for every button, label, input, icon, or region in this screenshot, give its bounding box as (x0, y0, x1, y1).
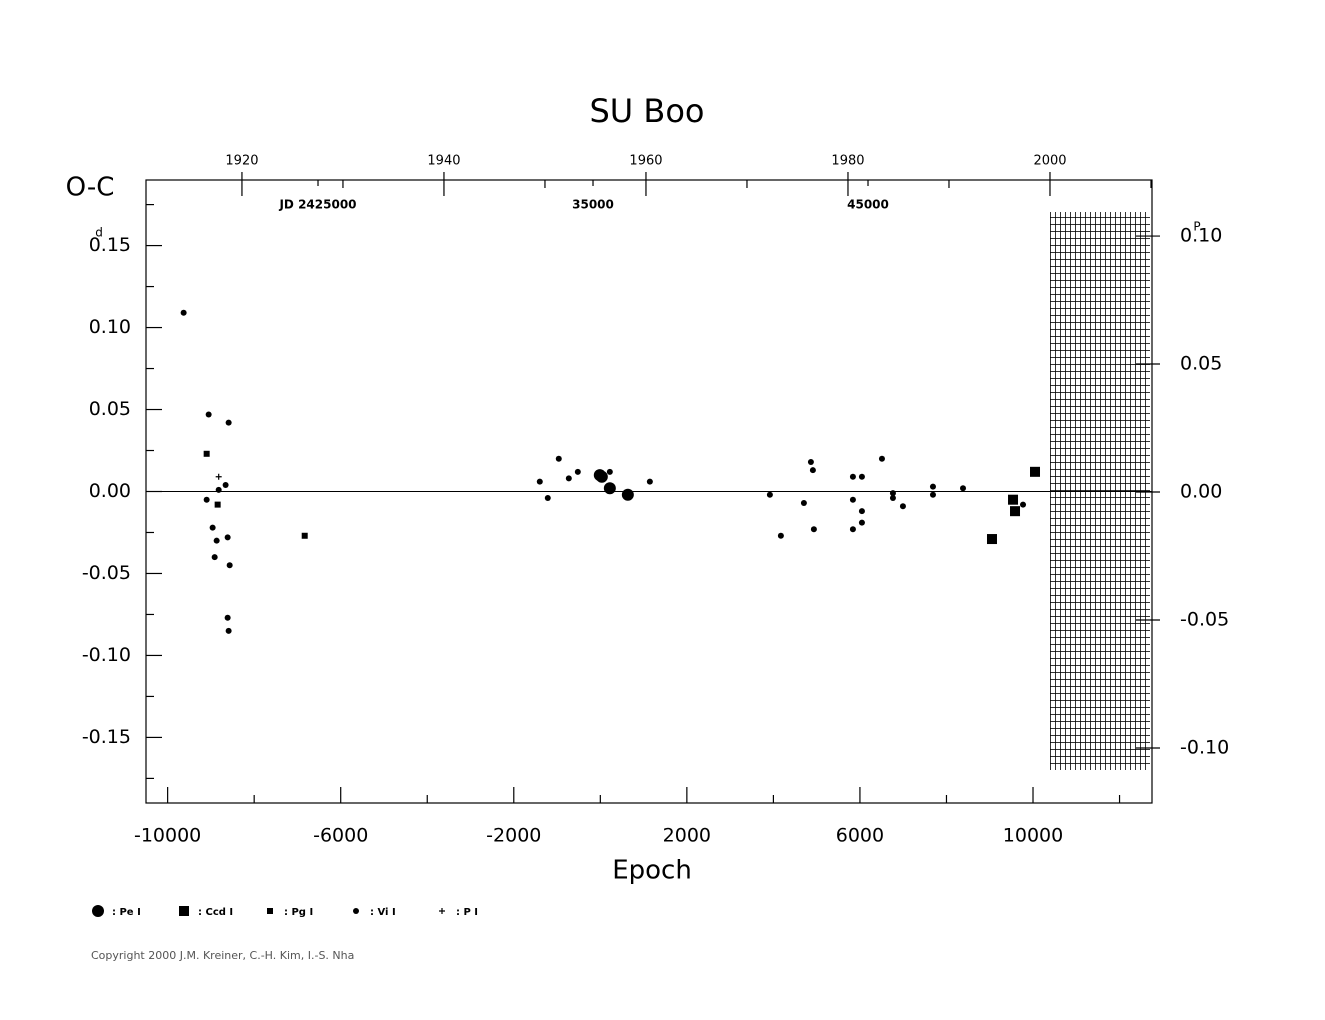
point (603, 482, 616, 495)
legend-label: : Pe I (112, 907, 141, 918)
point (621, 488, 634, 501)
point (536, 478, 543, 485)
year-tick-label: 1920 (225, 154, 258, 169)
point (646, 478, 653, 485)
point (777, 532, 784, 539)
year-tick-label: 2000 (1033, 154, 1066, 169)
legend-marker (92, 905, 104, 917)
y-axis-label: O-C (66, 173, 115, 203)
point (595, 470, 608, 483)
point (213, 537, 220, 544)
legend-label: : P I (456, 907, 478, 918)
legend-label: : Vi I (370, 907, 396, 918)
point (889, 490, 896, 497)
y2-tick-label: -0.10 (1180, 736, 1229, 758)
point (544, 495, 551, 502)
point (810, 526, 817, 533)
point (555, 455, 562, 462)
point (225, 419, 232, 426)
jd-tick-label: JD 2425000 (278, 198, 356, 212)
x-tick-label: -6000 (313, 825, 368, 847)
y2-unit: P (1193, 220, 1200, 234)
x-tick-label: 6000 (836, 825, 884, 847)
point (224, 614, 231, 621)
point (1020, 501, 1027, 508)
year-tick-label: 1980 (831, 154, 864, 169)
point (986, 534, 997, 545)
y-unit: d (95, 226, 103, 240)
chart-title: SU Boo (589, 92, 704, 130)
point (889, 495, 896, 502)
point (929, 491, 936, 498)
point (565, 475, 572, 482)
y2-tick-label: 0.10 (1180, 225, 1222, 247)
point (766, 491, 773, 498)
point (878, 455, 885, 462)
y-tick-label: 0.05 (89, 398, 131, 420)
point (1010, 506, 1021, 517)
point (858, 508, 865, 515)
y2-tick-label: -0.05 (1180, 608, 1229, 630)
x-axis-label: Epoch (612, 856, 692, 886)
legend-marker (179, 906, 189, 916)
point (574, 468, 581, 475)
point (215, 473, 222, 480)
point (226, 562, 233, 569)
point (214, 501, 221, 508)
x-tick-label: 10000 (1003, 825, 1063, 847)
point (1008, 494, 1019, 505)
point (225, 627, 232, 634)
point (203, 496, 210, 503)
y-tick-label: -0.10 (82, 644, 131, 666)
year-tick-label: 1940 (427, 154, 460, 169)
legend-label: : Ccd I (198, 907, 233, 918)
legend-marker (353, 908, 359, 914)
point (209, 524, 216, 531)
point (929, 483, 936, 490)
point (215, 486, 222, 493)
y-tick-label: 0.15 (89, 234, 131, 256)
point (858, 519, 865, 526)
y2-tick-label: 0.05 (1180, 353, 1222, 375)
point (203, 450, 210, 457)
point (809, 467, 816, 474)
point (301, 532, 308, 539)
point (849, 473, 856, 480)
jd-tick-label: 35000 (572, 198, 614, 212)
point (180, 309, 187, 316)
point (606, 468, 613, 475)
point (960, 485, 967, 492)
y-tick-label: 0.00 (89, 480, 131, 502)
legend-marker (267, 908, 273, 914)
year-tick-label: 1960 (629, 154, 662, 169)
point (849, 526, 856, 533)
point (807, 458, 814, 465)
x-tick-label: 2000 (663, 825, 711, 847)
x-tick-label: -2000 (486, 825, 541, 847)
legend-marker (439, 908, 445, 914)
point (224, 534, 231, 541)
point (800, 499, 807, 506)
point (849, 496, 856, 503)
y-tick-label: -0.15 (82, 726, 131, 748)
point (205, 411, 212, 418)
copyright: Copyright 2000 J.M. Kreiner, C.-H. Kim, … (91, 949, 354, 962)
y-tick-label: 0.10 (89, 316, 131, 338)
y2-tick-label: 0.00 (1180, 481, 1222, 503)
point (858, 473, 865, 480)
point (899, 503, 906, 510)
y-tick-label: -0.05 (82, 562, 131, 584)
x-tick-label: -10000 (134, 825, 201, 847)
point (1030, 466, 1041, 477)
point (222, 481, 229, 488)
jd-tick-label: 45000 (847, 198, 889, 212)
legend-label: : Pg I (284, 907, 313, 918)
point (211, 554, 218, 561)
